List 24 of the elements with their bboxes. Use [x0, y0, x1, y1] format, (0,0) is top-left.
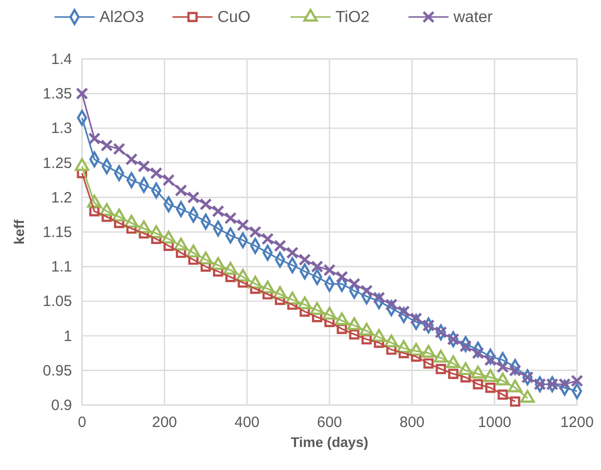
y-tick-label: 0.9 [51, 397, 72, 414]
y-axis-title: keff [11, 219, 27, 244]
y-tick-label: 1.05 [42, 293, 72, 310]
y-tick-label: 1.15 [42, 224, 72, 241]
legend-label: Al2O3 [100, 9, 144, 26]
x-tick-label: 800 [399, 414, 425, 431]
y-tick-label: 1.3 [51, 120, 72, 138]
legend-label: water [452, 9, 494, 26]
legend-label: TiO2 [336, 9, 370, 26]
y-tick-label: 1.25 [42, 154, 72, 172]
x-tick-label: 200 [152, 414, 178, 431]
x-axis-title: Time (days) [290, 434, 368, 450]
legend-label: CuO [218, 9, 250, 26]
x-tick-label: 1200 [560, 414, 594, 431]
x-tick-label: 400 [234, 414, 260, 431]
y-tick-label: 1.2 [51, 189, 72, 206]
y-tick-label: 1.4 [51, 51, 72, 68]
y-tick-label: 1.35 [42, 86, 72, 103]
x-tick-label: 1000 [478, 414, 512, 431]
y-tick-label: 1.1 [51, 258, 72, 276]
y-tick-label: 0.95 [42, 362, 72, 380]
x-tick-label: 600 [316, 414, 342, 431]
x-tick-label: 0 [78, 414, 86, 431]
y-tick-label: 1 [64, 328, 72, 345]
